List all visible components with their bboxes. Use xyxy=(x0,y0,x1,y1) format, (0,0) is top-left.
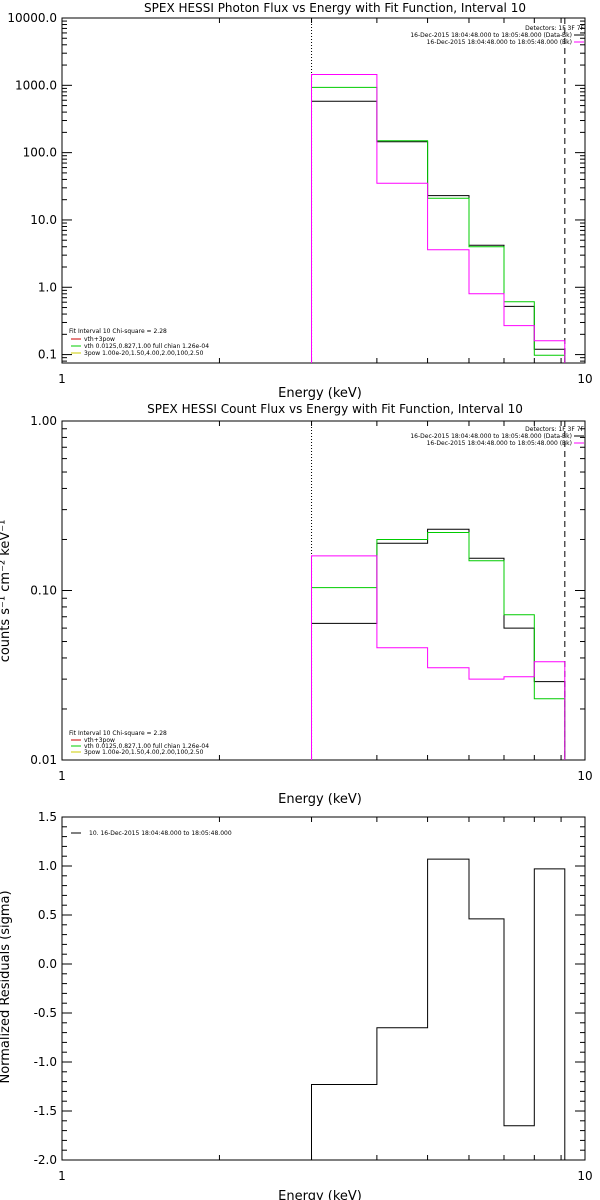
residuals-y-tick-label: 0.5 xyxy=(38,908,57,922)
count-flux-title: SPEX HESSI Count Flux vs Energy with Fit… xyxy=(147,402,523,416)
count-flux-y-tick-label: 0.10 xyxy=(30,584,57,598)
photon-flux-legend-item-3: 3pow 1.00e-20,1.50,4.00,2.00,100,2.50 xyxy=(84,350,204,357)
residuals-legend-item-1: 10. 16-Dec-2015 18:04:48.000 to 18:05:48… xyxy=(89,830,232,837)
residuals-y-tick-label: -0.5 xyxy=(34,1006,57,1020)
photon-flux-header-line2: 16-Dec-2015 18:04:48.000 to 18:05:48.000… xyxy=(427,39,572,46)
photon-flux-xlabel: Energy (keV) xyxy=(278,386,362,401)
count-flux-y-tick-label: 0.01 xyxy=(30,753,57,767)
photon-flux-y-tick-label: 1.0 xyxy=(38,280,57,294)
photon-flux-y-tick-label: 10.0 xyxy=(30,213,57,227)
residuals-y-tick-label: -1.0 xyxy=(34,1055,57,1069)
count-flux-legend-item-2: vth 0.0125,0.827,1.00 full chian 1.26e-0… xyxy=(84,743,209,750)
count-flux-xlabel: Energy (keV) xyxy=(278,792,362,807)
residuals-y-tick-label: 1.0 xyxy=(38,859,57,873)
residuals-x-tick-label: 10 xyxy=(577,1169,592,1183)
count-flux-y-tick-label: 1.00 xyxy=(30,414,57,428)
count-flux-legend-title: Fit Interval 10 Chi-square = 2.28 xyxy=(69,730,167,737)
count-flux-ylabel: counts s⁻¹ cm⁻² keV⁻¹ xyxy=(0,520,13,663)
count-flux-header-line2: 16-Dec-2015 18:04:48.000 to 18:05:48.000… xyxy=(427,440,572,447)
photon-flux-y-tick-label: 1000.0 xyxy=(15,78,57,92)
photon-flux-detectors: Detectors: 1F 3F 7F xyxy=(525,25,584,32)
residuals-xlabel: Energy (keV) xyxy=(278,1189,362,1200)
count-flux-x-tick-label: 10 xyxy=(577,769,592,783)
residuals-ylabel: Normalized Residuals (sigma) xyxy=(0,890,13,1083)
count-flux-x-tick-label: 1 xyxy=(58,769,66,783)
residuals-y-tick-label: 1.5 xyxy=(38,810,57,824)
photon-flux-y-tick-label: 0.1 xyxy=(38,348,57,362)
photon-flux-panel: SPEX HESSI Photon Flux vs Energy with Fi… xyxy=(69,1,585,401)
photon-flux-legend-title: Fit Interval 10 Chi-square = 2.28 xyxy=(69,328,167,335)
count-flux-legend-item-3: 3pow 1.00e-20,1.50,4.00,2.00,100,2.50 xyxy=(84,749,204,756)
residuals-panel: Energy (keV) Normalized Residuals (sigma… xyxy=(0,830,362,1200)
residuals-y-tick-label: -2.0 xyxy=(34,1153,57,1167)
count-flux-legend-item-1: vth+3pow xyxy=(84,737,115,744)
residuals-axes-frame xyxy=(61,816,586,1161)
photon-flux-plot: 1 10 0.1 1.0 10.0 100.0 1000.0 10000.0 xyxy=(7,11,592,386)
photon-flux-x-tick-label: 1 xyxy=(58,372,66,386)
photon-flux-x-tick-label: 10 xyxy=(577,372,592,386)
photon-flux-legend-item-2: vth 0.0125,0.827,1.00 full chian 1.26e-0… xyxy=(84,343,209,350)
photon-flux-legend-item-1: vth+3pow xyxy=(84,336,115,343)
count-flux-panel: SPEX HESSI Count Flux vs Energy with Fit… xyxy=(0,402,585,807)
photon-flux-background-histogram xyxy=(311,74,566,363)
photon-flux-y-tick-label: 10000.0 xyxy=(7,11,57,25)
count-flux-plot: 1 10 0.01 0.10 1.00 xyxy=(30,414,592,783)
photon-flux-title: SPEX HESSI Photon Flux vs Energy with Fi… xyxy=(144,1,526,15)
count-flux-detectors: Detectors: 1F 3F 7F xyxy=(525,426,584,433)
photon-flux-header-line1: 16-Dec-2015 18:04:48.000 to 18:05:48.000… xyxy=(410,32,572,39)
count-flux-background-histogram xyxy=(311,555,566,760)
residuals-plot: 1 10 -2.0 -1.5 -1.0 -0.5 0.0 0.5 1.0 1.5 xyxy=(34,810,593,1183)
residuals-y-tick-label: -1.5 xyxy=(34,1104,57,1118)
residuals-x-tick-label: 1 xyxy=(58,1169,66,1183)
count-flux-header-line1: 16-Dec-2015 18:04:48.000 to 18:05:48.000… xyxy=(410,433,572,440)
photon-flux-axes-frame xyxy=(61,17,586,364)
residuals-y-tick-label: 0.0 xyxy=(38,957,57,971)
photon-flux-y-tick-label: 100.0 xyxy=(23,146,57,160)
residuals-data-histogram xyxy=(311,858,566,1160)
